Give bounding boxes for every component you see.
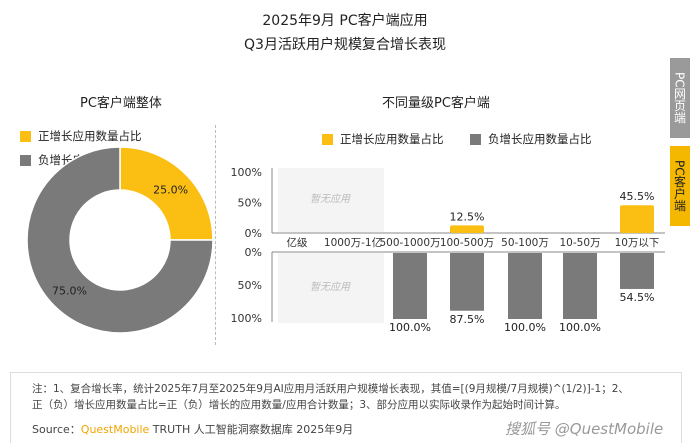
- notes-box: [10, 372, 682, 443]
- positive-bar: [620, 205, 654, 233]
- tab-pc-client[interactable]: PC客户端: [670, 146, 690, 226]
- positive-data-label: 12.5%: [450, 210, 485, 223]
- negative-bar: [563, 253, 597, 319]
- x-tick-label: 10-50万: [559, 237, 600, 249]
- no-data-area-top: [278, 168, 384, 232]
- negative-data-label: 100.0%: [504, 321, 546, 334]
- pie-slice: [119, 146, 214, 241]
- bar-legend-negative-label: 负增长应用数量占比: [488, 132, 592, 146]
- bar-legend-positive-swatch: [322, 134, 333, 145]
- source-rest: TRUTH 人工智能洞察数据库 2025年9月: [149, 423, 354, 436]
- y-tick-label-bottom: 50%: [238, 279, 262, 292]
- pie-data-label: 75.0%: [52, 285, 87, 298]
- positive-data-label: 45.5%: [620, 190, 655, 203]
- negative-data-label: 100.0%: [559, 321, 601, 334]
- tab-pc-web[interactable]: PC网页端: [670, 58, 690, 138]
- negative-bar: [450, 253, 484, 311]
- source-line: Source：QuestMobile TRUTH 人工智能洞察数据库 2025年…: [32, 421, 353, 437]
- x-tick-label: 500-1000万: [379, 237, 440, 249]
- x-tick-label: 亿级: [287, 236, 308, 249]
- legend-positive-label: 正增长应用数量占比: [38, 129, 142, 143]
- negative-bar: [393, 253, 427, 319]
- x-tick-label: 1000万-1亿: [324, 236, 382, 249]
- x-tick-label: 10万以下: [615, 237, 660, 249]
- source-brand: QuestMobile: [80, 423, 150, 436]
- x-tick-label: 50-100万: [501, 237, 549, 249]
- no-data-label: 暂无应用: [310, 281, 351, 293]
- negative-bar: [508, 253, 542, 319]
- legend-negative-swatch: [20, 155, 31, 166]
- negative-data-label: 87.5%: [450, 313, 485, 326]
- bar-legend-negative-swatch: [470, 134, 481, 145]
- negative-bar: [620, 253, 654, 289]
- pie-slice: [26, 146, 214, 334]
- legend-positive-swatch: [20, 131, 31, 142]
- pie-title: PC客户端整体: [80, 96, 162, 111]
- y-tick-label-bottom: 100%: [231, 312, 262, 325]
- no-data-area-bottom: [278, 253, 384, 323]
- no-data-label: 暂无应用: [310, 193, 351, 205]
- negative-data-label: 100.0%: [389, 321, 431, 334]
- x-tick-label: 100-500万: [440, 237, 494, 249]
- negative-data-label: 54.5%: [620, 291, 655, 304]
- pie-data-label: 25.0%: [153, 183, 188, 196]
- title-line1: 2025年9月 PC客户端应用: [262, 13, 428, 29]
- panel-divider: [215, 125, 216, 345]
- bar-legend-positive-label: 正增长应用数量占比: [340, 132, 444, 146]
- y-tick-label-bottom: 0%: [245, 246, 262, 259]
- positive-bar: [450, 225, 484, 233]
- note-line1: 注：1、复合增长率，统计2025年7月至2025年9月AI应用月活跃用户规模增长…: [32, 383, 629, 395]
- y-tick-label-top: 100%: [231, 166, 262, 179]
- y-tick-label-top: 0%: [245, 227, 262, 240]
- y-tick-label-top: 50%: [238, 197, 262, 210]
- bar-title: 不同量级PC客户端: [382, 96, 490, 111]
- watermark: 搜狐号 @QuestMobile: [505, 420, 664, 438]
- source-prefix: Source：: [32, 423, 81, 436]
- note-line2: 正（负）增长应用数量占比=正（负）增长的应用数量/应用合计数量；3、部分应用以实…: [32, 399, 566, 411]
- title-line2: Q3月活跃用户规模复合增长表现: [244, 37, 446, 53]
